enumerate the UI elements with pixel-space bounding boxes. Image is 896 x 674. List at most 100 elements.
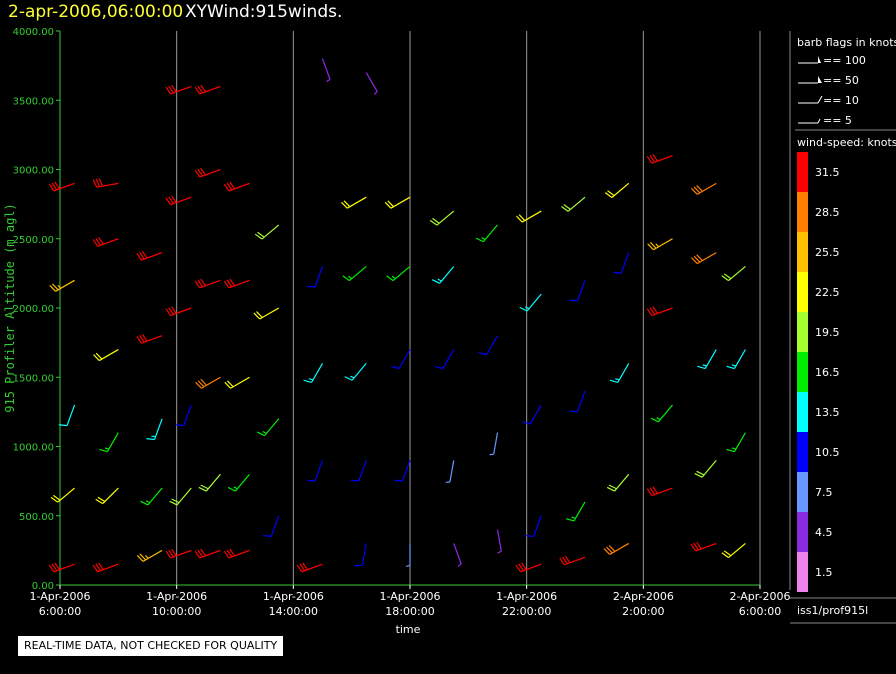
barb-legend-label: == 5 [823, 114, 852, 127]
wind-barb [721, 542, 746, 559]
speed-level-label: 22.5 [815, 286, 840, 299]
wind-barb [92, 562, 119, 573]
wind-barb [194, 278, 221, 289]
x-tick-date: 1-Apr-2006 [379, 590, 440, 603]
y-tick-label: 1000.00 [13, 443, 54, 454]
wind-barb [475, 224, 498, 243]
wind-barb [344, 363, 367, 381]
wind-barb [227, 473, 251, 492]
wind-barb [169, 487, 192, 506]
speed-color-swatch [797, 392, 808, 432]
wind-barb [516, 210, 542, 223]
wind-barb [350, 460, 367, 482]
wind-barb [306, 266, 324, 288]
wind-barb [650, 404, 673, 423]
wind-barb [478, 335, 499, 356]
header-title: XYWind:915winds. [185, 2, 343, 22]
wind-barb [386, 265, 411, 282]
speed-color-swatch [797, 552, 808, 592]
wind-barb [223, 548, 250, 559]
wind-barb [691, 182, 717, 195]
y-tick-labels: 0.00 500.00 1000.00 1500.00 2000.00 2500.00 30… [13, 27, 60, 592]
x-tick-date: 1-Apr-2006 [146, 590, 207, 603]
speed-level-label: 28.5 [815, 206, 840, 219]
legend-flag-100 [818, 56, 821, 63]
wind-barb [647, 238, 673, 251]
speed-color-swatch [797, 472, 808, 512]
wind-barb [165, 306, 192, 317]
speed-color-scale: 31.5 28.5 25.5 22.5 19.5 16.5 13.5 10.5 7.5 4.5 1.… [797, 152, 840, 592]
wind-barb [48, 181, 75, 192]
wind-barb [95, 487, 119, 505]
wind-barb [405, 543, 411, 568]
wind-barb [603, 542, 630, 555]
speed-color-swatch [797, 272, 808, 312]
y-tick-label: 2000.00 [13, 304, 54, 315]
wind-barb [303, 363, 324, 384]
legend-flag-50 [818, 76, 822, 83]
speed-level-label: 10.5 [815, 446, 840, 459]
barb-legend-label: == 50 [823, 74, 859, 87]
wind-barb [165, 548, 192, 559]
speed-color-swatch [797, 512, 808, 552]
y-tick-label: 2500.00 [13, 235, 54, 246]
wind-barb [306, 460, 324, 482]
wind-barb [365, 72, 378, 95]
wind-barb [384, 196, 411, 209]
speed-level-label: 31.5 [815, 166, 840, 179]
speed-level-label: 1.5 [815, 566, 833, 579]
wind-barbs [48, 58, 746, 573]
wind-barb [175, 404, 192, 427]
wind-barb [569, 280, 586, 302]
wind-barb [390, 349, 411, 370]
x-tick-date: 2-Apr-2006 [613, 590, 674, 603]
legend-flag-5 [817, 118, 821, 124]
wind-barb [445, 460, 455, 483]
y-axis-label: 915 Profiler Altitude (m agl) [3, 203, 17, 413]
wind-barb [604, 182, 630, 198]
wind-barb [453, 543, 462, 567]
x-tick-time: 6:00:00 [739, 605, 781, 618]
wind-barb [93, 349, 119, 362]
wind-barb [140, 487, 163, 506]
speed-color-swatch [797, 312, 808, 352]
speed-level-label: 19.5 [815, 326, 840, 339]
wind-barb [612, 252, 630, 274]
wind-barb [690, 541, 717, 552]
wind-barb [165, 195, 192, 206]
wind-barb [253, 307, 280, 320]
wind-barb [726, 432, 746, 453]
wind-barb [522, 404, 542, 425]
wind-barb [296, 562, 323, 573]
wind-barb [515, 562, 542, 573]
x-tick-time: 14:00:00 [269, 605, 318, 618]
wind-barb [429, 210, 455, 226]
x-tick-date: 1-Apr-2006 [29, 590, 90, 603]
wind-barb [136, 334, 163, 344]
wind-barb [256, 418, 280, 437]
x-tick-time: 2:00:00 [622, 605, 664, 618]
barb-legend-label: == 10 [823, 94, 859, 107]
wind-barb [99, 432, 119, 453]
vertical-gridlines [176, 31, 761, 585]
barb-legend-label: == 100 [823, 54, 866, 67]
wind-barb [606, 473, 630, 492]
x-tick-date: 2-Apr-2006 [729, 590, 790, 603]
speed-color-swatch [797, 192, 808, 232]
wind-barb [136, 549, 163, 562]
wind-barb [223, 181, 250, 192]
speed-color-swatch [797, 152, 808, 192]
legend-flag-10 [817, 95, 823, 104]
wind-barb [342, 265, 367, 282]
speed-level-label: 25.5 [815, 246, 840, 259]
speed-color-swatch [797, 232, 808, 272]
wind-barb [489, 432, 499, 456]
wind-barb [195, 376, 221, 389]
x-axis-label: time [396, 623, 421, 636]
barb-legend: == 100 == 50 == 10 == 5 [798, 54, 866, 127]
wind-barb [394, 460, 411, 482]
wind-barb [721, 265, 746, 282]
wind-barb [92, 178, 119, 188]
wind-barb [519, 293, 542, 312]
